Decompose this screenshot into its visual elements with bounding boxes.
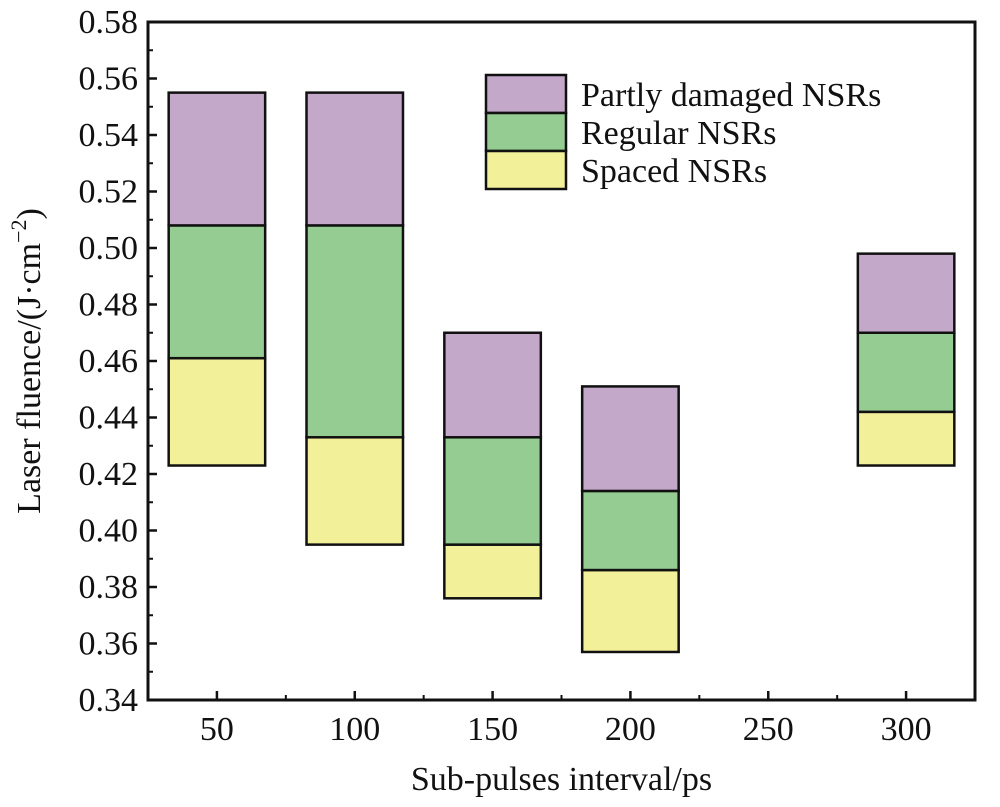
y-tick-label: 0.52 (79, 174, 139, 211)
bar-segment-regular-nsrs-50 (167, 224, 267, 360)
bar-segment-regular-nsrs-300 (856, 331, 956, 414)
y-axis-title: Laser fluence/(J·cm−2) (6, 208, 48, 514)
bar-segment-spaced-nsrs-50 (167, 356, 267, 467)
y-axis: 0.34 0.36 0.38 0.40 0.42 0.44 0.46 0.48 0.50 0.52… (79, 4, 157, 719)
x-tick-label: 50 (200, 711, 234, 748)
bar-segment-partly-damaged-nsrs-50 (167, 91, 267, 227)
bar-segment-regular-nsrs-150 (443, 436, 543, 546)
bar-segment-partly-damaged-nsrs-100 (305, 91, 405, 227)
legend-label-spaced-nsrs: Spaced NSRs (581, 153, 767, 190)
bar-segment-partly-damaged-nsrs-150 (443, 331, 543, 439)
y-tick-label: 0.54 (79, 117, 139, 154)
bar-segment-spaced-nsrs-100 (305, 436, 405, 546)
bar-segment-spaced-nsrs-200 (580, 568, 680, 654)
y-tick-label: 0.48 (79, 287, 139, 324)
bar-segment-spaced-nsrs-300 (856, 410, 956, 467)
x-tick-label: 300 (881, 711, 932, 748)
y-axis-title-close: ) (11, 208, 48, 219)
legend-label-partly-damaged-nsrs: Partly damaged NSRs (581, 77, 881, 114)
legend-swatch-spaced-nsrs (484, 149, 568, 191)
y-tick-label: 0.56 (79, 61, 139, 98)
x-tick-label: 200 (605, 711, 656, 748)
bar-segment-partly-damaged-nsrs-300 (856, 252, 956, 334)
y-tick-label: 0.36 (79, 626, 139, 663)
bar-segment-regular-nsrs-200 (580, 489, 680, 572)
x-tick-label: 100 (329, 711, 380, 748)
y-tick-label: 0.44 (79, 400, 139, 437)
bars-layer (167, 91, 956, 654)
legend-label-regular-nsrs: Regular NSRs (581, 115, 777, 152)
x-tick-label: 150 (467, 711, 518, 748)
y-tick-label: 0.50 (79, 230, 139, 267)
bar-segment-regular-nsrs-100 (305, 224, 405, 439)
bar-segment-spaced-nsrs-150 (443, 543, 543, 600)
x-tick-label: 250 (743, 711, 794, 748)
y-tick-label: 0.38 (79, 569, 139, 606)
y-tick-label: 0.34 (79, 682, 139, 719)
y-tick-label: 0.46 (79, 343, 139, 380)
y-axis-title-main: Laser fluence/(J·cm (11, 243, 48, 514)
y-axis-title-superscript: −2 (6, 220, 31, 243)
x-axis: 50 100 150 200 250 300 (147, 691, 976, 748)
legend-swatch-regular-nsrs (484, 111, 568, 153)
x-axis-title: Sub-pulses interval/ps (411, 761, 712, 798)
bar-segment-partly-damaged-nsrs-200 (580, 385, 680, 493)
y-tick-label: 0.58 (79, 4, 139, 41)
legend-swatch-partly-damaged-nsrs (484, 73, 568, 115)
y-tick-label: 0.40 (79, 513, 139, 550)
y-tick-label: 0.42 (79, 456, 139, 493)
